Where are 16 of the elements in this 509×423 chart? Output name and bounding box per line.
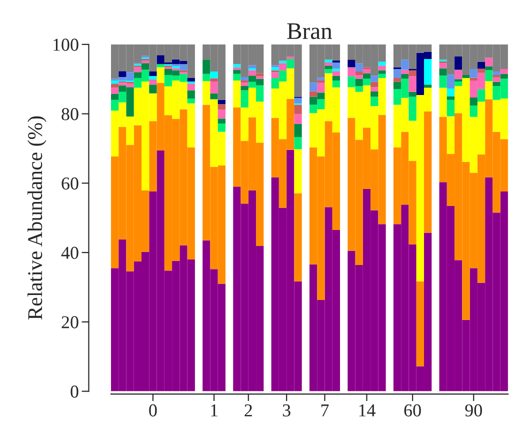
- y-tick-label: 80: [62, 108, 78, 120]
- y-tick-label: 100: [54, 38, 78, 51]
- y-tick-label: 20: [62, 316, 78, 328]
- x-tick-label: 7: [321, 404, 329, 416]
- x-tick-label: 90: [465, 404, 482, 416]
- chart-title: Bran: [287, 23, 332, 40]
- y-axis-title: Relative Abundance (%): [27, 116, 46, 320]
- x-tick-label: 0: [149, 404, 157, 416]
- x-tick-label: 3: [282, 404, 290, 416]
- y-tick-label: 0: [70, 386, 78, 398]
- x-tick-label: 60: [404, 404, 421, 416]
- x-tick-label: 1: [211, 404, 218, 416]
- y-tick-label: 60: [62, 177, 78, 190]
- x-tick-label: 2: [244, 404, 252, 416]
- x-tick-label: 14: [359, 404, 376, 416]
- y-tick-label: 40: [61, 246, 78, 259]
